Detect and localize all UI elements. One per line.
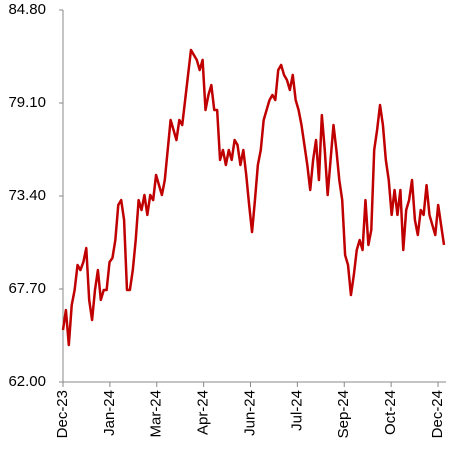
line-series <box>61 48 446 347</box>
y-tick-label: 67.70 <box>8 280 46 297</box>
y-tick-label: 79.10 <box>8 94 46 111</box>
x-tick-label: Jun-24 <box>241 390 258 436</box>
y-tick-label: 84.80 <box>8 1 46 18</box>
x-tick-label: Jan-24 <box>101 390 118 436</box>
x-tick-label: Mar-24 <box>148 390 165 438</box>
y-tick-label: 73.40 <box>8 187 46 204</box>
x-tick-label: Jul-24 <box>288 390 305 431</box>
y-tick-label: 62.00 <box>8 373 46 390</box>
x-tick-label: Apr-24 <box>195 390 212 435</box>
x-tick-label: Oct-24 <box>382 390 399 435</box>
x-tick-label: Dec-23 <box>54 390 71 438</box>
x-tick-label: Sep-24 <box>335 390 352 438</box>
x-tick-label: Dec-24 <box>429 390 446 438</box>
